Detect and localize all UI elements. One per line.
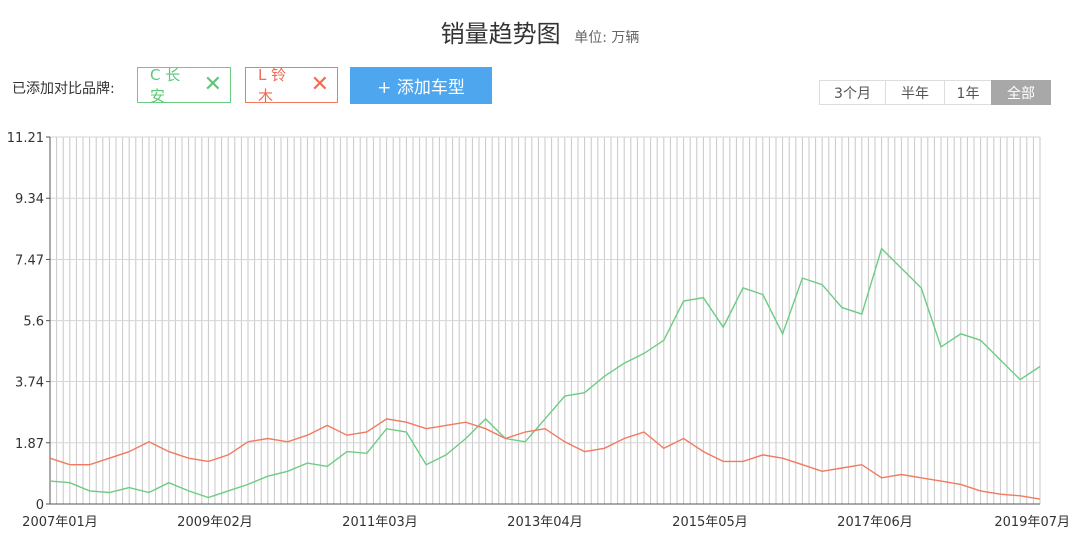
compare-label: 已添加对比品牌: [12,81,115,97]
chart-title: 销量趋势图 [440,20,561,48]
close-icon[interactable]: ✕ [310,72,329,97]
range-all[interactable]: 全部 [991,80,1051,105]
y-tick-label: 11.21 [7,131,44,146]
x-tick-label: 2017年06月 [837,515,913,530]
brand-tag-changan[interactable]: C 长安 ✕ [137,66,231,105]
chart-title-row: 销量趋势图 单位: 万辆 [0,14,1080,49]
add-model-button[interactable]: + 添加车型 [350,67,492,104]
time-range-selector: 3个月 半年 1年 全部 [819,80,1051,105]
y-tick-label: 0 [36,498,44,513]
unit-label: 单位: 万辆 [574,30,640,46]
close-icon[interactable]: ✕ [203,72,222,97]
sales-trend-chart: 0 1.87 3.74 5.6 7.47 9.34 11.21 2007年01月 2009年02… [7,131,1070,530]
range-half-year[interactable]: 半年 [885,80,945,105]
range-3-months[interactable]: 3个月 [819,80,886,105]
x-tick-label: 2009年02月 [177,515,253,530]
brand-tag-label: C 长安 [150,66,181,105]
y-tick-label: 9.34 [15,192,44,207]
y-tick-label: 1.87 [15,437,44,452]
y-tick-label: 5.6 [23,315,44,330]
brand-tag-suzuki[interactable]: L 铃木 ✕ [245,66,338,105]
x-tick-label: 2015年05月 [672,515,748,530]
x-tick-label: 2011年03月 [342,515,418,530]
x-tick-label: 2013年04月 [507,515,583,530]
series-line-changan [49,247,1041,499]
x-tick-label: 2019年07月 [994,515,1070,530]
series-line-suzuki [49,418,1041,500]
y-tick-label: 7.47 [15,253,44,268]
x-tick-label: 2007年01月 [22,515,98,530]
range-1-year[interactable]: 1年 [944,80,992,105]
y-tick-label: 3.74 [15,376,44,391]
brand-tag-label: L 铃木 [258,66,287,105]
